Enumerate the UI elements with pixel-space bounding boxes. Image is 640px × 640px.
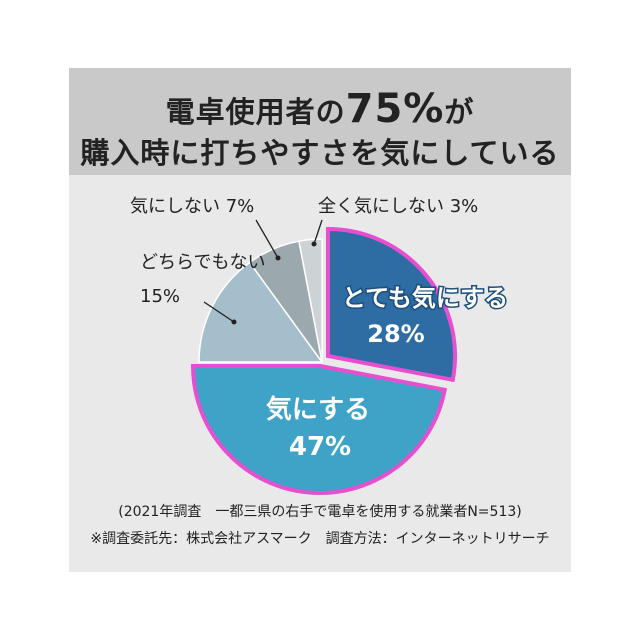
title-highlight: 75%: [345, 86, 445, 132]
pie-slices: [193, 229, 455, 494]
value-neutral: 15%: [140, 286, 180, 307]
title-suffix: が: [444, 95, 475, 129]
label-very-concerned: とても気にする: [342, 284, 508, 312]
leader-not-at-all: [313, 219, 323, 245]
title-line-2: 購入時に打ちやすさを気にしている: [80, 136, 560, 170]
leader-lines: [203, 219, 323, 325]
title-line-1: 電卓使用者の75%が: [69, 86, 571, 132]
label-not-concerned: 気にしない 7%: [130, 196, 254, 217]
label-not-at-all: 全く気にしない 3%: [318, 196, 478, 217]
highlight-border-concerned: [190, 364, 448, 495]
footnote-method: ※調査委託先：株式会社アスマーク 調査方法：インターネットリサーチ: [90, 531, 550, 547]
leader-not-concerned: [255, 219, 279, 259]
infographic-panel: 電卓使用者の75%が 購入時に打ちやすさを気にしている: [69, 68, 571, 572]
label-neutral: どちらでもない: [140, 252, 265, 273]
value-concerned: 47%: [289, 432, 351, 462]
title-bar: 電卓使用者の75%が 購入時に打ちやすさを気にしている: [69, 68, 571, 175]
pie-slice-concerned: [193, 366, 445, 494]
footnote-survey: (2021年調査 一都三県の右手で電卓を使用する就業者N=513): [118, 504, 522, 520]
leader-not-at-all-dot: [311, 241, 317, 247]
label-concerned: 気にする: [266, 394, 370, 425]
value-very-concerned: 28%: [367, 320, 424, 348]
leader-neutral-dot: [231, 319, 237, 325]
highlight-borders: [190, 226, 457, 495]
leader-not-concerned-dot: [275, 255, 281, 261]
slice-labels: とても気にする 28% 気にする 47% どちらでもない 15% 気にしない 7% 全く気にし…: [130, 196, 510, 462]
pie-slice-neutral: [198, 261, 324, 363]
pie-slice-very-concerned: [328, 229, 455, 380]
leader-neutral: [203, 301, 235, 323]
highlight-border-very-concerned: [326, 226, 457, 383]
title-prefix: 電卓使用者の: [165, 95, 346, 129]
pie-slice-not-at-all: [298, 238, 323, 363]
